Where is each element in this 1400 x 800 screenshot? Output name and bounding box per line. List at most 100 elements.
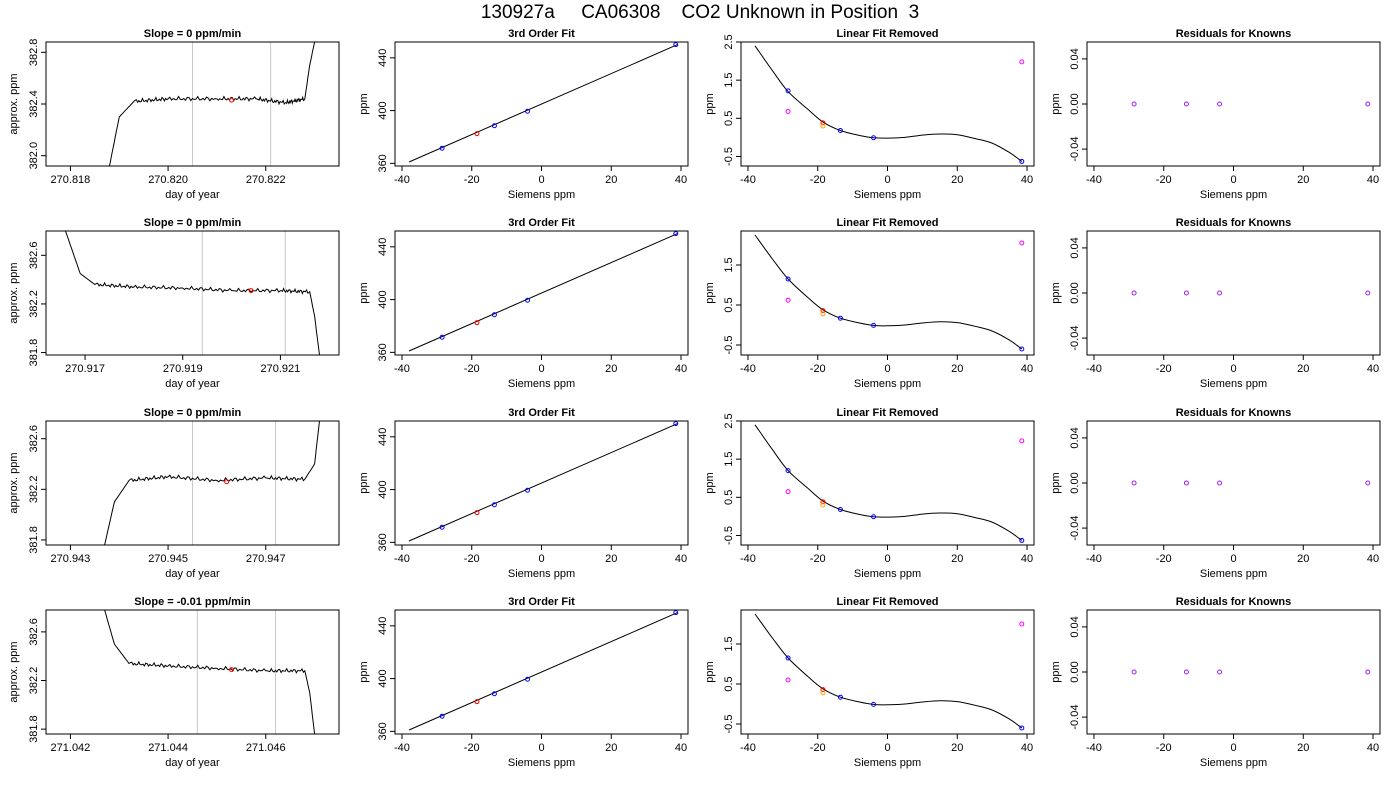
y-tick-label: -0.04	[1069, 516, 1081, 541]
x-tick-label: -40	[1086, 742, 1102, 754]
y-axis-label: ppm	[1050, 282, 1062, 303]
y-tick-label: 382.2	[28, 667, 40, 695]
y-tick-label: 382.6	[28, 618, 40, 646]
y-tick-label: 400	[377, 290, 389, 308]
data-point-magenta	[785, 108, 791, 114]
x-tick-label: -20	[464, 742, 480, 754]
x-tick-label: -20	[1156, 363, 1172, 375]
x-tick-label: 0	[538, 174, 544, 186]
data-point-magenta	[785, 677, 791, 683]
x-tick-label: 20	[951, 742, 963, 754]
y-axis-label: ppm	[358, 282, 370, 303]
plot-data-area	[754, 234, 1025, 352]
x-axis-label: Siemens ppm	[1200, 378, 1267, 390]
data-point-magenta	[1019, 438, 1025, 444]
x-axis-label: Siemens ppm	[854, 757, 921, 769]
data-point-known	[871, 135, 877, 141]
data-point-known	[491, 691, 497, 697]
y-tick-label: 1.5	[723, 257, 735, 272]
x-tick-label: 20	[1297, 553, 1309, 565]
plot-data-area	[104, 421, 320, 545]
data-point-known	[525, 487, 531, 493]
data-point-known	[491, 502, 497, 508]
x-tick-label: -40	[394, 742, 410, 754]
y-tick-label: 440	[377, 428, 389, 446]
x-tick-label: 270.947	[246, 553, 286, 565]
plot-data-area	[408, 42, 679, 163]
fit-line	[408, 44, 678, 163]
data-point-unknown	[474, 699, 480, 705]
plot-data-area	[408, 421, 679, 542]
data-point-known	[491, 123, 497, 129]
x-tick-label: 271.042	[51, 742, 91, 754]
data-point-residual	[1365, 101, 1371, 107]
y-axis-label: approx. ppm	[8, 641, 20, 702]
data-point-known	[785, 655, 791, 661]
data-point-known	[439, 145, 445, 151]
y-tick-label: 0.5	[723, 297, 735, 312]
y-tick-label: 0.04	[1069, 427, 1081, 448]
data-point-known	[837, 315, 843, 321]
data-point-known	[871, 322, 877, 328]
x-tick-label: -20	[464, 174, 480, 186]
data-point-known	[673, 231, 679, 237]
data-point-residual	[1217, 669, 1223, 675]
data-point-unknown	[820, 120, 826, 126]
x-tick-label: -20	[810, 174, 826, 186]
x-tick-label: 0	[884, 174, 890, 186]
data-point-known	[837, 128, 843, 134]
y-tick-label: 400	[377, 669, 389, 687]
data-point-magenta	[785, 297, 791, 303]
data-point-residual	[1131, 290, 1137, 296]
y-tick-label: 382.8	[28, 39, 40, 67]
x-tick-label: 0	[1230, 174, 1236, 186]
y-axis-label: ppm	[358, 472, 370, 493]
data-point-unknown	[820, 308, 826, 314]
subplot-r2-c2: -40 -20 0 20 40 360 400 440 3rd Order Fit Siemens…	[358, 217, 689, 390]
x-tick-label: 270.919	[163, 363, 203, 375]
x-tick-label: 40	[675, 553, 687, 565]
y-axis-label: ppm	[1050, 93, 1062, 114]
x-axis-label: Siemens ppm	[508, 568, 575, 580]
data-point-unknown	[474, 510, 480, 516]
plot-data-area	[104, 610, 316, 734]
y-tick-label: 381.8	[28, 526, 40, 554]
y-tick-label: 1.5	[723, 636, 735, 651]
fit-line	[408, 233, 678, 352]
fit-line	[408, 612, 678, 731]
data-point-magenta	[785, 489, 791, 495]
x-tick-label: 20	[1297, 363, 1309, 375]
plot-data-area	[1131, 480, 1371, 486]
y-tick-label: 0.04	[1069, 237, 1081, 258]
data-point-unknown2	[820, 690, 826, 696]
y-tick-label: 382.2	[28, 476, 40, 504]
y-tick-label: 400	[377, 101, 389, 119]
x-axis-label: Siemens ppm	[508, 757, 575, 769]
data-point-known	[785, 276, 791, 282]
y-tick-label: -0.5	[723, 526, 735, 545]
x-tick-label: 40	[1367, 174, 1379, 186]
y-tick-label: 360	[377, 154, 389, 172]
y-axis-label: ppm	[704, 472, 716, 493]
y-axis-label: ppm	[704, 282, 716, 303]
x-tick-label: 0	[538, 553, 544, 565]
cubic-fit-curve	[754, 45, 1023, 162]
data-point-known	[871, 701, 877, 707]
subplot-r4-c3: -40 -20 0 20 40 -0.5 0.5 1.5 Linear Fit Removed S…	[704, 596, 1035, 769]
y-tick-label: 440	[377, 617, 389, 635]
x-tick-label: 270.820	[148, 174, 188, 186]
subplot-r4-c2: -40 -20 0 20 40 360 400 440 3rd Order Fit Siemens…	[358, 596, 689, 769]
subplot-r1-c1: 270.818 270.820 270.822 382.0 382.4 382.8 Slop…	[8, 28, 340, 201]
x-axis-label: Siemens ppm	[508, 378, 575, 390]
x-tick-label: -20	[464, 553, 480, 565]
subplot-r1-c3: -40 -20 0 20 40 -0.5 0.5 1.5 2.5 Linear Fit Remov…	[704, 28, 1035, 201]
x-axis-label: day of year	[165, 189, 220, 201]
y-tick-label: 0.00	[1069, 93, 1081, 114]
data-point-residual	[1365, 290, 1371, 296]
concentration-trace	[104, 421, 320, 545]
figure-title: 130927a CA06308 CO2 Unknown in Position …	[480, 2, 920, 23]
data-point-residual	[1131, 669, 1137, 675]
plot-frame	[740, 41, 1035, 167]
y-tick-label: -0.5	[723, 147, 735, 166]
x-tick-label: 20	[605, 742, 617, 754]
